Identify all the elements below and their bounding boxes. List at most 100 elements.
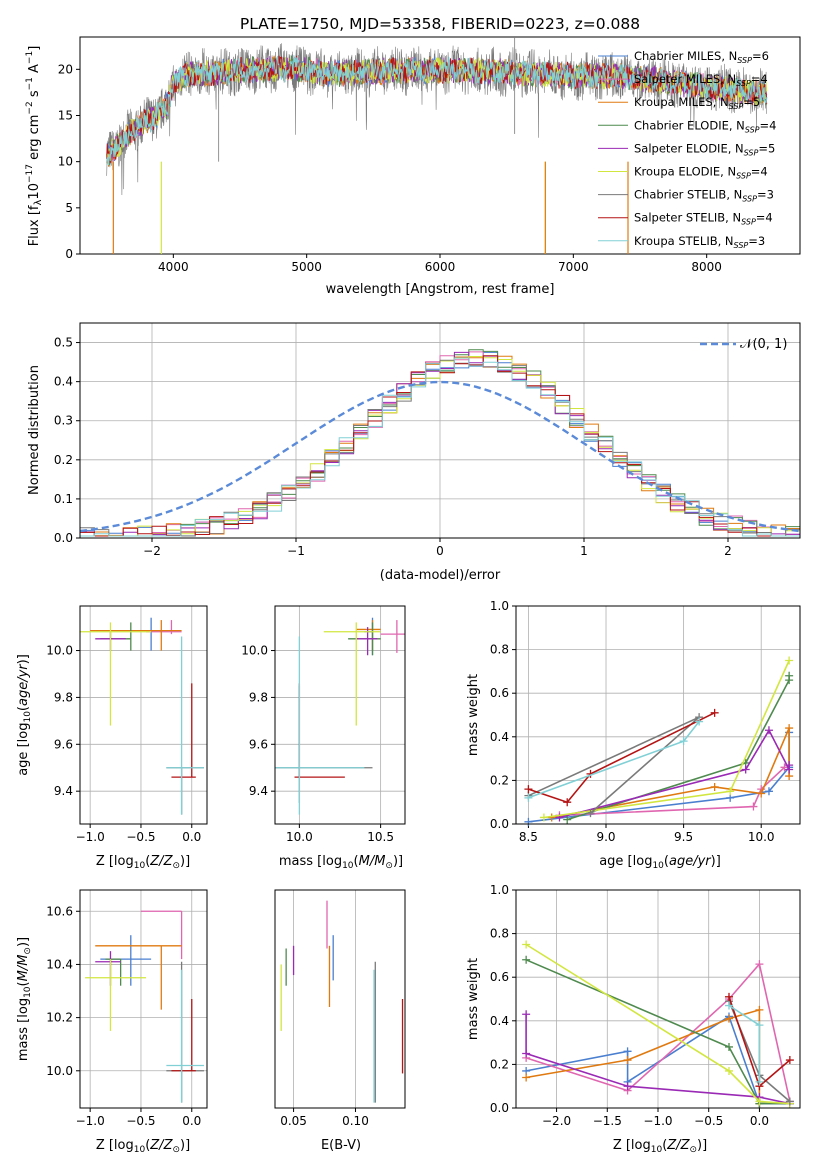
z-age-panel-axes-frame xyxy=(79,605,208,825)
z-weight-panel-point xyxy=(725,1001,733,1010)
z-weight-panel-point xyxy=(522,1049,531,1058)
z-mass-panel-ticks: −1.0 −0.5 0.0 10.0 10.2 10.4 10.6 xyxy=(46,904,201,1128)
spectrum-y-tick-label: 15 xyxy=(58,108,73,122)
spectrum-legend-label: Kroupa MILES, NSSP=5 xyxy=(634,95,760,111)
spectrum-legend-label: Chabrier MILES, NSSP=6 xyxy=(634,49,769,65)
spectrum-legend-label: Kroupa ELODIE, NSSP=4 xyxy=(634,165,768,181)
z-weight-panel-x-tick-label: −1.0 xyxy=(643,1114,672,1128)
z-weight-panel-x-tick-label: −0.5 xyxy=(694,1114,723,1128)
spectrum-line xyxy=(106,55,768,164)
gaussian-curve xyxy=(79,380,801,533)
z-weight-panel-y-tick-label: 1.0 xyxy=(490,883,509,897)
z-weight-panel-y-tick-label: 0.4 xyxy=(490,1014,509,1028)
age-weight-panel-point xyxy=(785,724,794,733)
age-weight-panel-series-line xyxy=(559,766,786,817)
mass-age-panel-axes-frame xyxy=(274,605,406,825)
mass-age-panel-ticks: 10.0 10.5 9.4 9.6 9.8 10.0 xyxy=(241,644,394,844)
z-mass-panel-y-tick-label: 10.0 xyxy=(46,1064,73,1078)
z-weight-panel-point xyxy=(785,1097,794,1106)
ebv-mass-panel-marks xyxy=(280,900,404,1103)
ebv-mass-panel-ticks: 0.05 0.10 xyxy=(280,1108,369,1128)
z-age-panel-ticks: −1.0 −0.5 0.0 9.4 9.6 9.8 10.0 xyxy=(46,644,201,844)
residual-histogram-series xyxy=(80,357,800,537)
spectrum-ticks: 4000 5000 6000 7000 8000 0 5 10 15 20 xyxy=(58,62,722,274)
spectrum-x-tick-label: 5000 xyxy=(291,260,322,274)
residual-hist xyxy=(79,349,801,537)
residual-x-tick-label: 1 xyxy=(580,544,588,558)
z-mass-panel: −1.0 −0.5 0.0 10.0 10.2 10.4 10.6 xyxy=(46,889,208,1128)
mass-age-panel: 10.0 10.5 9.4 9.6 9.8 10.0 xyxy=(241,605,406,844)
ebv-mass-panel-axes-frame xyxy=(274,889,406,1109)
z-weight-panel-point xyxy=(725,1014,733,1023)
residual-y-tick-label: 0.0 xyxy=(54,531,73,545)
age-weight-panel-point xyxy=(749,802,758,811)
z-age-panel-marks xyxy=(80,617,204,815)
spectrum-lines xyxy=(106,37,768,254)
z-age-panel-y-tick-label: 9.6 xyxy=(54,737,73,751)
z-mass-x-label: Z [log10(Z/Z⊙)] xyxy=(96,1138,190,1155)
z-mass-panel-grid xyxy=(80,890,207,1108)
z-age-panel-y-tick-label: 10.0 xyxy=(46,644,73,658)
z-weight-panel-series-line xyxy=(525,959,790,1105)
z-weight-panel-x-tick-label: −2.0 xyxy=(542,1114,571,1128)
mass-age-panel-y-tick-label: 9.6 xyxy=(249,737,268,751)
age-weight-panel-point xyxy=(764,726,773,735)
age-weight-panel-point xyxy=(563,798,572,807)
spectrum-y-tick-label: 10 xyxy=(58,155,73,169)
z-weight-panel-point xyxy=(623,1082,632,1091)
z-age-panel-x-tick-label: −1.0 xyxy=(76,830,105,844)
ebv-mass-panel: 0.05 0.10 xyxy=(274,889,406,1128)
age-weight-panel-point xyxy=(586,809,595,818)
ebv-mass-panel-x-tick-label: 0.05 xyxy=(280,1114,307,1128)
z-weight-panel-series-line xyxy=(525,943,790,1105)
z-weight-panel-point xyxy=(522,1010,531,1019)
mass-age-panel-marks xyxy=(275,617,405,815)
age-weight-panel-x-tick-label: 8.5 xyxy=(519,830,538,844)
z-age-panel: −1.0 −0.5 0.0 9.4 9.6 9.8 10.0 xyxy=(46,605,208,844)
age-weight-panel-point xyxy=(563,815,572,824)
age-weight-panel-y-tick-label: 0.0 xyxy=(490,817,509,831)
mass-age-x-label: mass [log10(M/M⊙)] xyxy=(279,854,403,871)
age-weight-panel-point xyxy=(524,793,533,802)
z-weight-panel-point xyxy=(623,1056,632,1065)
spectrum-panel: 4000 5000 6000 7000 8000 0 5 10 15 20 Chabrier MI… xyxy=(25,36,801,297)
age-weight-panel-point xyxy=(524,817,533,826)
age-weight-panel-point xyxy=(785,656,794,665)
mass-age-panel-x-tick-label: 10.5 xyxy=(367,830,394,844)
residual-x-label: (data-model)/error xyxy=(380,568,501,583)
spectrum-y-tick-label: 0 xyxy=(65,247,73,261)
mass-age-panel-y-tick-label: 9.4 xyxy=(249,784,268,798)
age-weight-panel-x-tick-label: 9.0 xyxy=(596,830,615,844)
spectrum-legend-label: Salpeter ELODIE, NSSP=5 xyxy=(634,141,775,157)
age-weight-x-label: age [log10(age/yr)] xyxy=(599,854,721,871)
spectrum-y-tick-label: 20 xyxy=(58,62,73,76)
age-weight-panel-x-tick-label: 10.0 xyxy=(748,830,775,844)
z-age-panel-x-tick-label: −0.5 xyxy=(126,830,155,844)
z-weight-panel-point xyxy=(725,1042,733,1051)
z-weight-panel-point xyxy=(785,1056,794,1065)
z-age-panel-grid xyxy=(80,606,207,824)
spectrum-x-tick-label: 4000 xyxy=(158,260,189,274)
z-age-x-label: Z [log10(Z/Z⊙)] xyxy=(96,854,190,871)
z-weight-panel-point xyxy=(755,1005,764,1014)
spectrum-legend-label: Kroupa STELIB, NSSP=3 xyxy=(634,234,765,250)
spectrum-x-label: wavelength [Angstrom, rest frame] xyxy=(326,282,555,297)
z-age-y-label: age [log10(age/yr)] xyxy=(16,654,33,776)
z-age-panel-x-tick-label: 0.0 xyxy=(182,830,201,844)
z-weight-panel-point xyxy=(522,940,531,949)
age-weight-panel-y-tick-label: 0.8 xyxy=(490,643,509,657)
z-weight-panel-point xyxy=(522,1073,531,1082)
age-weight-panel-point xyxy=(679,737,688,746)
age-weight-panel-x-tick-label: 9.5 xyxy=(674,830,693,844)
residual-y-tick-label: 0.2 xyxy=(54,453,73,467)
z-mass-panel-y-tick-label: 10.6 xyxy=(46,904,73,918)
figure-title: PLATE=1750, MJD=53358, FIBERID=0223, z=0… xyxy=(240,15,640,33)
z-mass-panel-marks xyxy=(85,910,204,1103)
residual-y-tick-label: 0.5 xyxy=(54,336,73,350)
residual-x-tick-label: 0 xyxy=(436,544,444,558)
z-mass-panel-axes-frame xyxy=(79,889,208,1109)
z-weight-panel-axes-frame xyxy=(515,889,801,1109)
residual-panel: −2 −1 0 1 2 0.0 0.1 0.2 0.3 0.4 0.5 𝒩(0, 1) (data-… xyxy=(27,322,801,583)
residual-x-tick-label: −2 xyxy=(143,544,161,558)
z-weight-panel-marks xyxy=(522,940,794,1108)
